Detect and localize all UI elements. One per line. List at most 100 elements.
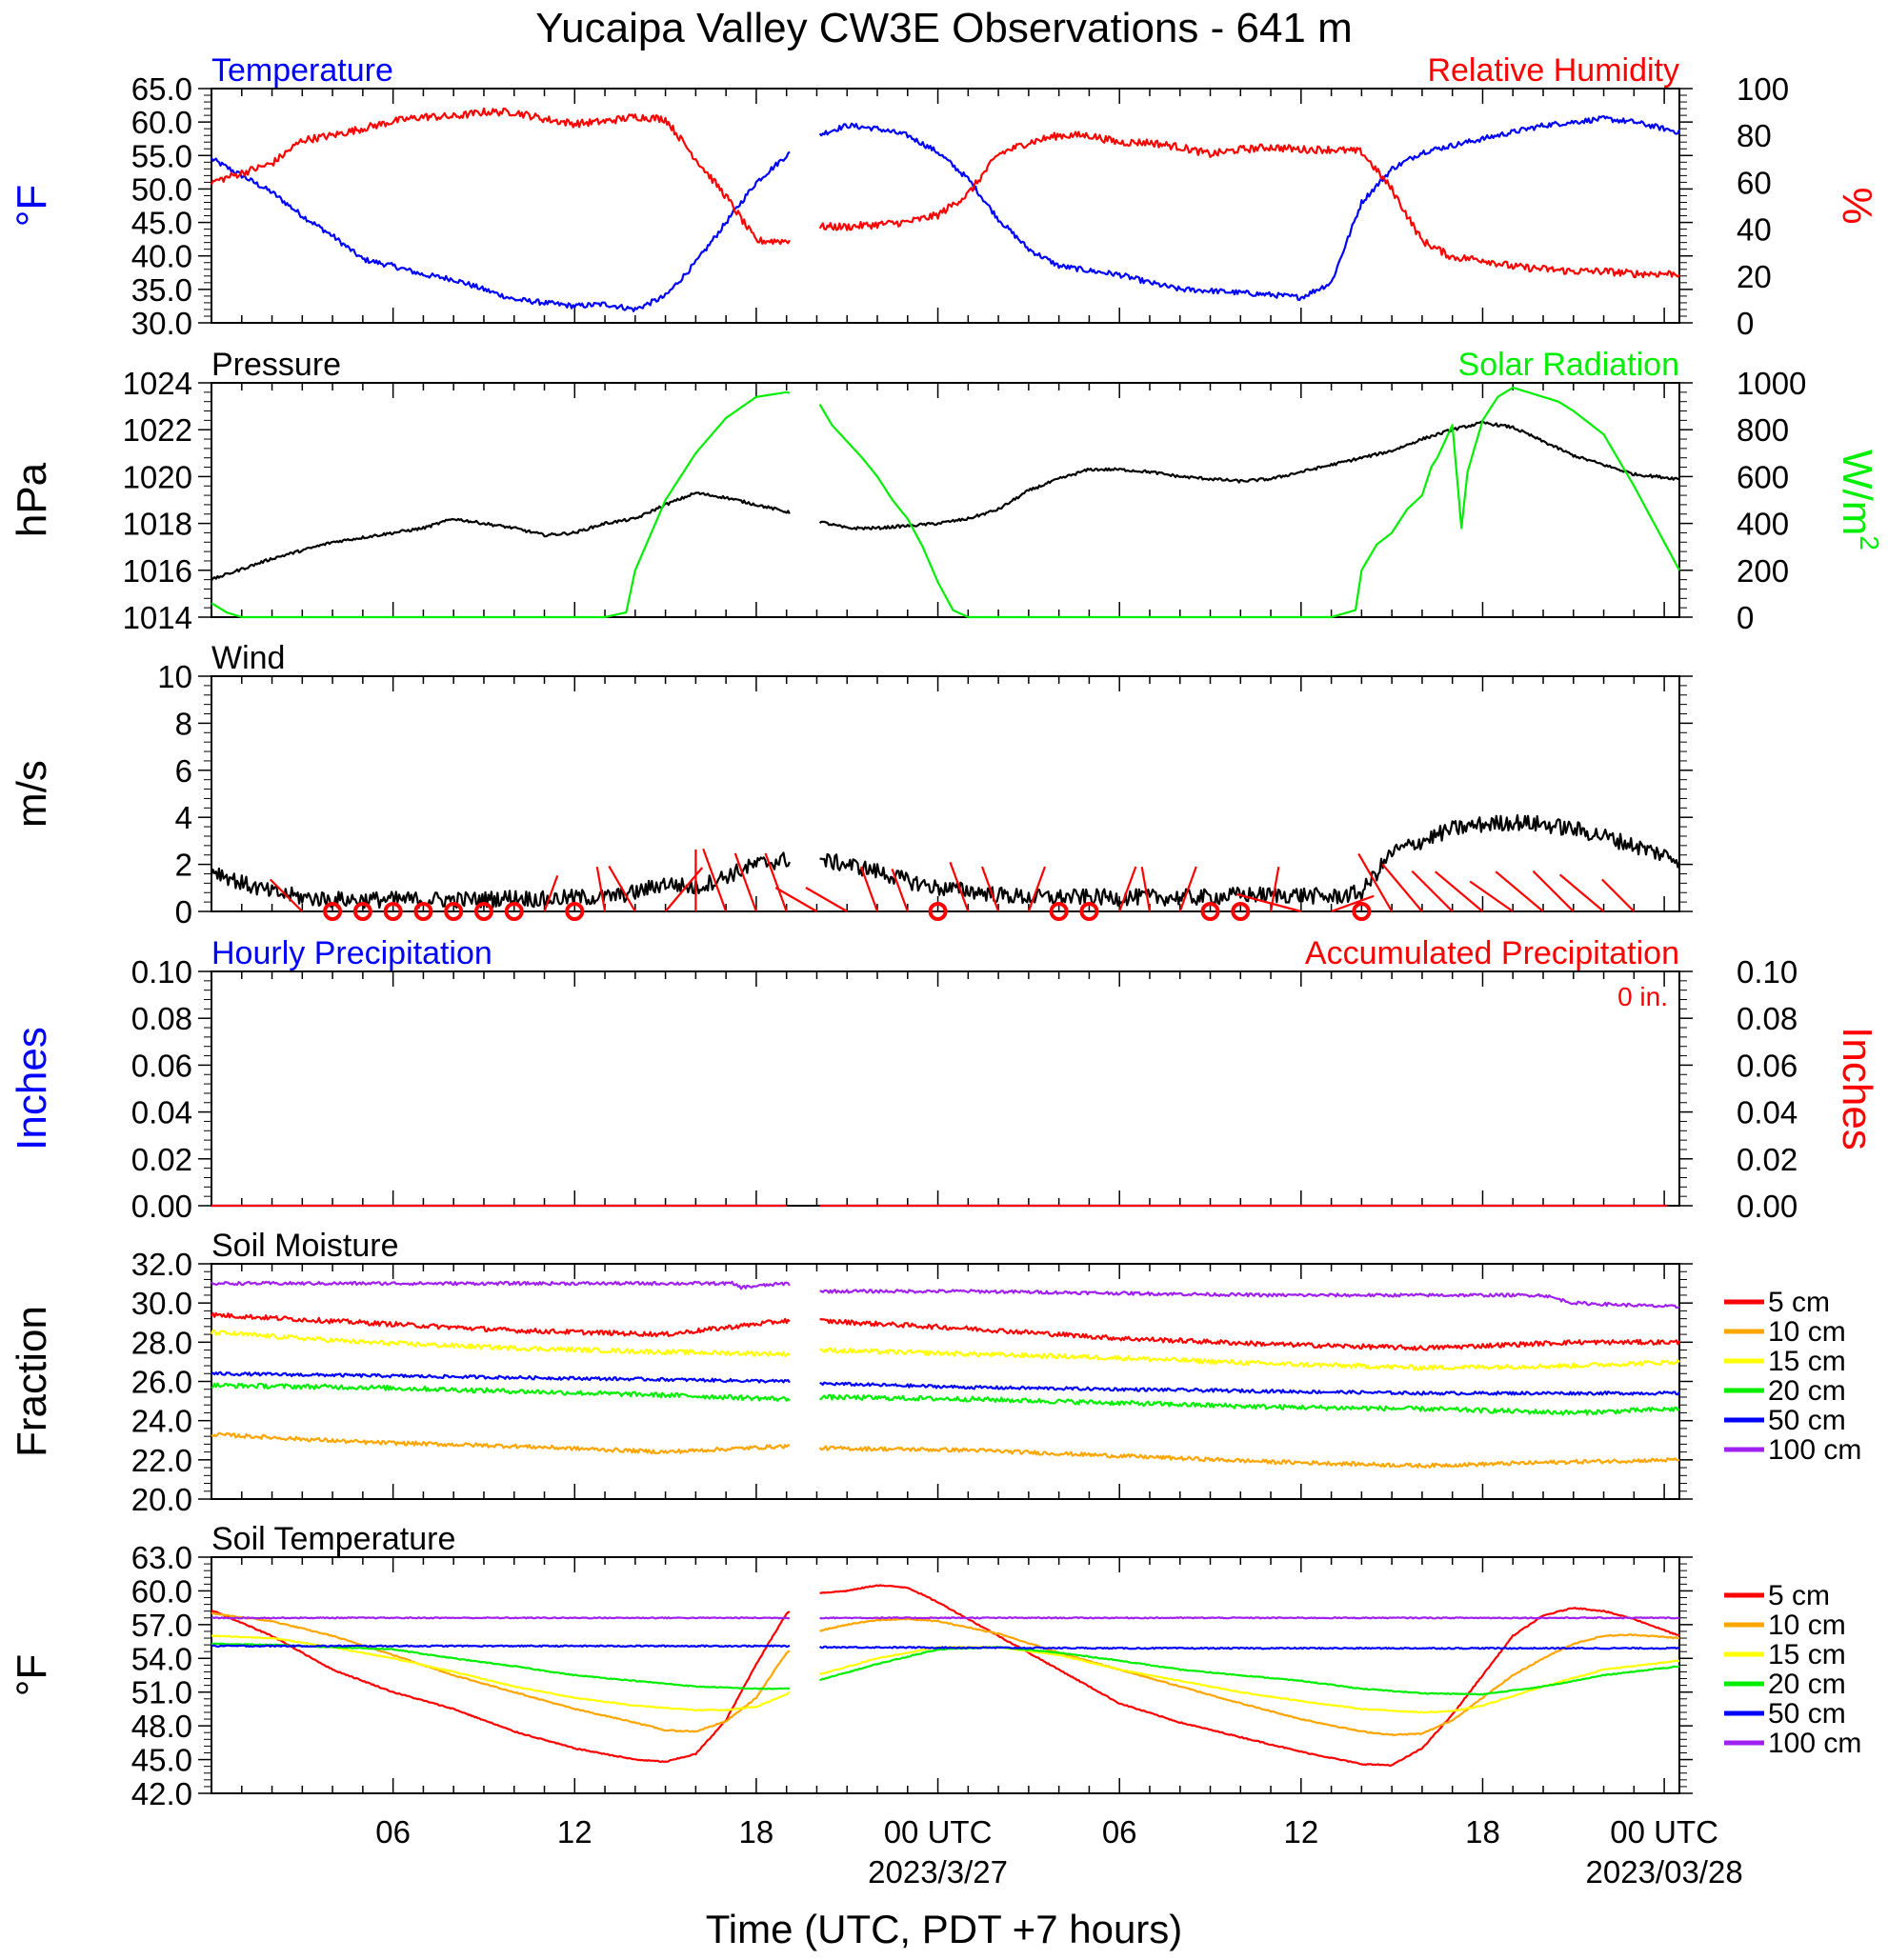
y-tick-label-left: 63.0: [131, 1540, 192, 1575]
wind-barb: [1027, 866, 1047, 912]
accumulated-total-label: 0 in.: [1617, 982, 1668, 1011]
wind-barb: [1469, 880, 1514, 912]
y-axis-label-right: W/m2: [1834, 450, 1884, 550]
wind-barb: [1331, 894, 1375, 913]
y-tick-label-left: 28.0: [131, 1325, 192, 1360]
calm-wind-marker: [444, 902, 464, 921]
x-tick-label: 18: [739, 1814, 774, 1850]
y-tick-label-right: 200: [1737, 553, 1789, 589]
y-tick-label-right: 0.06: [1737, 1048, 1798, 1083]
y-tick-label-left: 1022: [123, 412, 192, 448]
panels: 30.035.040.045.050.055.060.065.002040608…: [9, 52, 1884, 1890]
calm-wind-marker: [565, 902, 585, 921]
panel-title-right: Solar Radiation: [1458, 347, 1679, 383]
wind-barb: [1558, 873, 1605, 912]
series-line-50-cm: [211, 1644, 1680, 1650]
calm-wind-marker: [323, 902, 343, 921]
y-tick-label-left: 0.02: [131, 1142, 192, 1177]
y-tick-label-left: 20.0: [131, 1482, 192, 1517]
wind-barb: [949, 861, 970, 912]
y-tick-label-right: 1000: [1737, 366, 1806, 401]
y-tick-label-left: 40.0: [131, 239, 192, 274]
wind-barb: [980, 866, 1000, 912]
y-tick-label-left: 48.0: [131, 1709, 192, 1744]
wind-barb: [805, 887, 848, 912]
y-tick-label-left: 35.0: [131, 272, 192, 308]
wind-barb: [1601, 878, 1636, 912]
y-tick-label-left: 8: [175, 706, 192, 741]
calm-wind-marker: [473, 902, 493, 921]
wind-barb: [1178, 866, 1197, 912]
calm-wind-marker: [1352, 902, 1372, 921]
wind-barb: [595, 867, 607, 912]
legend-label: 20 cm: [1768, 1669, 1846, 1700]
panel-5: 42.045.048.051.054.057.060.063.0 Soil Tem…: [9, 1521, 1861, 1811]
y-tick-label-left: 10: [157, 659, 192, 694]
panel-2: 0 2 4 6 8 10 Wind m/s: [9, 640, 1693, 930]
y-tick-label-left: 60.0: [131, 105, 192, 140]
y-tick-label-left: 22.0: [131, 1443, 192, 1478]
legend-label: 100 cm: [1768, 1728, 1861, 1759]
wind-barb: [891, 869, 909, 912]
wind-barb: [1357, 852, 1394, 912]
y-tick-label-left: 0.10: [131, 954, 192, 990]
legend-label: 5 cm: [1768, 1287, 1830, 1318]
y-tick-label-left: 54.0: [131, 1641, 192, 1676]
y-tick-label-right: 0.08: [1737, 1001, 1798, 1036]
wind-barb: [608, 865, 636, 912]
wind-barb: [774, 887, 818, 912]
series-line-100-cm: [211, 1616, 1680, 1620]
panel-title-left: Pressure: [211, 347, 341, 383]
y-tick-label-left: 2: [175, 848, 192, 883]
chart-title: Yucaipa Valley CW3E Observations - 641 m: [535, 5, 1353, 51]
y-tick-label-right: 60: [1737, 165, 1772, 200]
y-tick-label-left: 30.0: [131, 1286, 192, 1321]
panel-3: 0.00 0.02 0.04 0.06 0.08 0.10 0.00 0.02 0.04 0.06…: [9, 935, 1880, 1224]
y-axis-label-left: Inches: [9, 1027, 55, 1150]
x-tick-label: 00 UTC: [884, 1814, 993, 1850]
y-axis-label-left: m/s: [9, 760, 55, 828]
series-line-100-cm: [211, 1280, 1680, 1310]
panel-frame: [211, 675, 1680, 912]
legend-label: 20 cm: [1768, 1375, 1846, 1407]
y-tick-label-left: 32.0: [131, 1247, 192, 1282]
y-tick-label-left: 24.0: [131, 1404, 192, 1439]
series-line-5-cm: [211, 1311, 1681, 1351]
series-line-50-cm: [211, 1370, 1680, 1396]
wind-barb: [1381, 863, 1423, 912]
y-tick-label-left: 60.0: [131, 1573, 192, 1609]
y-axis-label-left: °F: [9, 1654, 55, 1696]
y-tick-label-left: 1018: [123, 507, 192, 542]
x-tick-date-label: 2023/3/27: [868, 1854, 1008, 1890]
y-tick-label-left: 0: [175, 894, 192, 930]
calm-wind-marker: [413, 902, 433, 921]
wind-barb: [733, 852, 757, 912]
x-tick-label: 00 UTC: [1610, 1814, 1718, 1850]
y-tick-label-left: 0.00: [131, 1189, 192, 1224]
y-tick-label-left: 65.0: [131, 71, 192, 107]
calm-wind-marker: [1231, 902, 1251, 921]
wind-barb: [1434, 870, 1484, 912]
calm-wind-marker: [1079, 902, 1099, 921]
panel-title-right: Accumulated Precipitation: [1305, 935, 1679, 971]
y-tick-label-left: 55.0: [131, 138, 192, 173]
y-tick-label-right: 400: [1737, 507, 1789, 542]
y-tick-label-left: 0.04: [131, 1095, 192, 1130]
legend-label: 50 cm: [1768, 1698, 1846, 1730]
series-line-20-cm: [211, 1382, 1680, 1416]
series-line-10-cm: [211, 1611, 1680, 1737]
y-tick-label-right: 800: [1737, 412, 1789, 448]
calm-wind-marker: [504, 902, 524, 921]
y-axis-label-superscript: 2: [1855, 535, 1884, 550]
series-line-red: [210, 107, 1680, 279]
y-tick-label-right: 600: [1737, 459, 1789, 494]
panel-title-left: Temperature: [211, 52, 393, 89]
calm-wind-marker: [352, 902, 372, 921]
panel-title-left: Hourly Precipitation: [211, 935, 492, 971]
y-tick-label-left: 57.0: [131, 1608, 192, 1643]
y-tick-label-left: 0.08: [131, 1001, 192, 1036]
wind-barb: [1411, 870, 1454, 912]
y-tick-label-left: 45.0: [131, 206, 192, 241]
legend-label: 15 cm: [1768, 1639, 1846, 1670]
